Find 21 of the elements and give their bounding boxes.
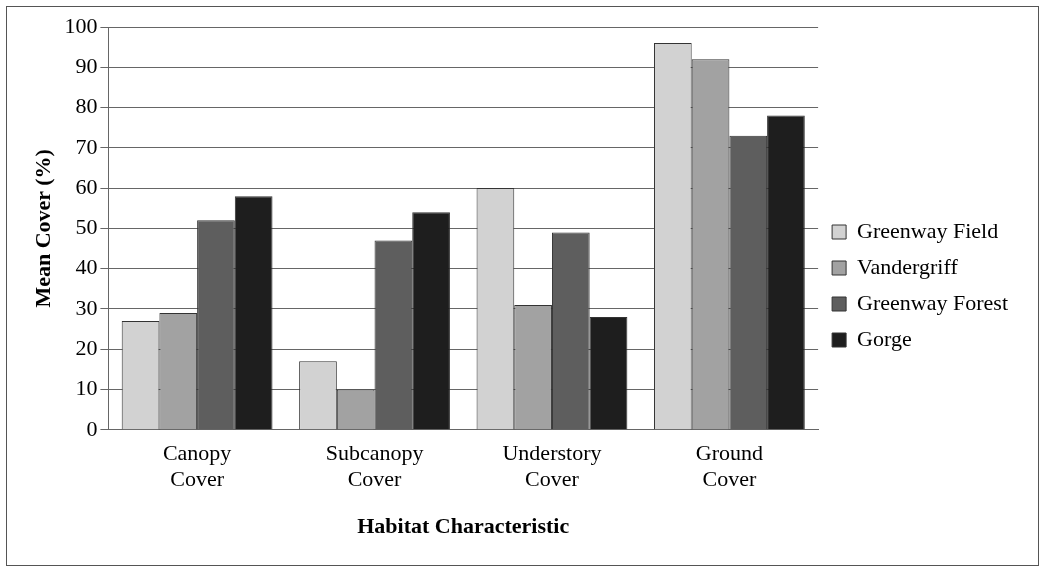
y-tick-label: 80 — [75, 93, 98, 119]
y-tick-label: 40 — [75, 254, 98, 280]
y-tick-label: 90 — [75, 53, 98, 79]
x-tick-label: Canopy Cover — [162, 439, 232, 492]
x-axis-title: Habitat Characteristic — [357, 513, 570, 539]
legend-label: Vandergriff — [857, 253, 959, 279]
y-tick-label: 50 — [75, 214, 98, 240]
y-tick-label: 60 — [75, 173, 98, 199]
y-tick-label: 0 — [86, 415, 98, 441]
y-axis-title: Mean Cover (%) — [29, 149, 55, 308]
legend-label: Gorge — [857, 325, 912, 351]
legend-label: Greenway Field — [857, 217, 999, 243]
y-tick-label: 30 — [75, 294, 98, 320]
x-tick-label: Understory Cover — [502, 439, 602, 492]
y-tick-label: 10 — [75, 375, 98, 401]
x-tick-label: Subcanopy Cover — [325, 439, 424, 492]
x-tick-label: Ground Cover — [695, 439, 763, 492]
y-tick-label: 100 — [64, 12, 98, 38]
y-tick-label: 20 — [75, 335, 98, 361]
y-tick-label: 70 — [75, 133, 98, 159]
legend-label: Greenway Forest — [857, 289, 1009, 315]
